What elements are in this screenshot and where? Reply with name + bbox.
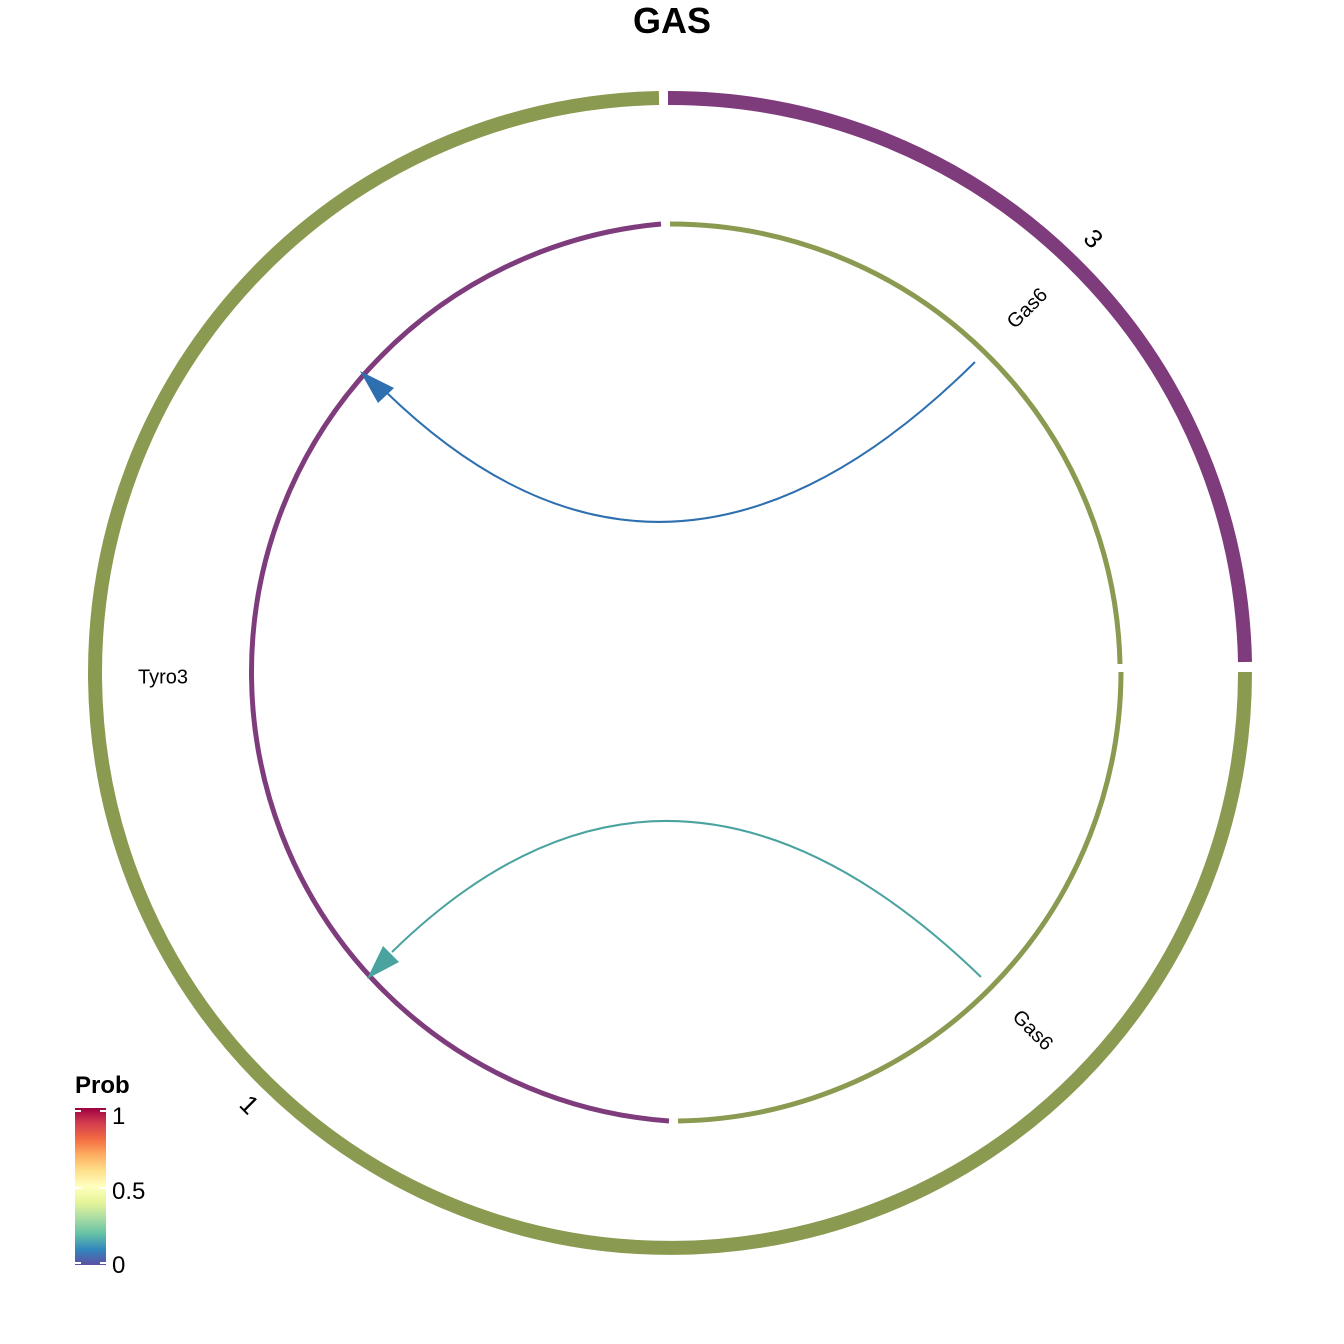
link-arrowhead-upper: [360, 371, 394, 403]
link-gas6-to-tyro3-upper: [385, 361, 976, 523]
gene-label-tyro3: Tyro3: [138, 666, 188, 688]
gene-label-gas6-bottom: Gas6: [1008, 1006, 1057, 1055]
link-arrowhead-lower: [367, 946, 399, 979]
link-gas6-to-tyro3-lower: [391, 820, 982, 978]
gene-label-gas6-top: Gas6: [1003, 284, 1052, 333]
legend-tick-marks: [75, 1110, 106, 1264]
chart-title: GAS: [633, 0, 711, 41]
legend-tick-0: 0: [112, 1252, 125, 1279]
inner-arc-gas6-top: [669, 221, 1123, 665]
legend-tick-0-5: 0.5: [112, 1178, 145, 1205]
inner-arc-tyro3: [249, 221, 670, 1124]
legend-tick-1: 1: [112, 1103, 125, 1130]
outer-arc-group-3: [667, 90, 1252, 663]
inner-arc-gas6-bottom: [677, 671, 1124, 1124]
outer-arc-group-1: [88, 91, 1252, 1255]
legend-title: Prob: [75, 1072, 130, 1099]
group-label-1: 1: [234, 1089, 265, 1120]
legend-colorbar: [75, 1108, 106, 1265]
group-label-3: 3: [1078, 223, 1109, 254]
